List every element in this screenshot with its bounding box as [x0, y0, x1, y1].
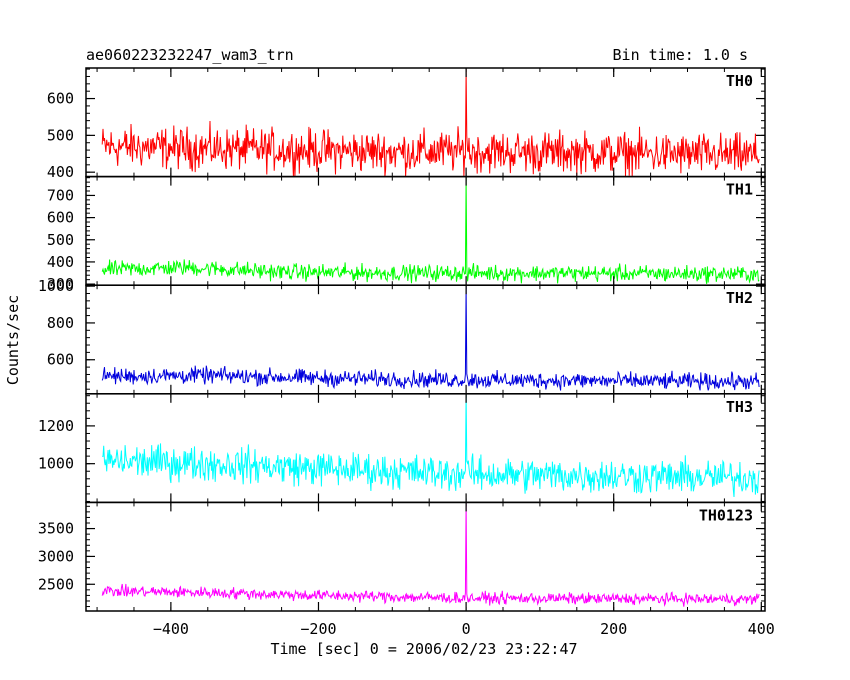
panel-th0: 400 500 600 TH0: [47, 67, 766, 181]
x-tick-label: 200: [600, 620, 627, 638]
y-tick-label: 1200: [38, 417, 74, 435]
y-tick-label: 300: [47, 275, 74, 293]
y-tick-label: 600: [47, 209, 74, 227]
y-tick-label: 400: [47, 253, 74, 271]
x-tick-label: −200: [300, 620, 336, 638]
series-line-th0: [101, 69, 760, 177]
panel-th1: 300 400 500 600 700 TH1: [47, 175, 766, 293]
panel-th2: 600 800 1000 TH2: [38, 277, 766, 395]
y-tick-label: 600: [47, 90, 74, 108]
y-tick-label: 2500: [38, 575, 74, 593]
panels: 400 500 600 TH0 300 400 500 600 700 TH1 600 800 1000…: [38, 67, 775, 638]
y-tick-label: 800: [47, 314, 74, 332]
y-axis-label: Counts/sec: [4, 295, 22, 385]
panel-frame: [85, 501, 766, 612]
y-tick-label: 3000: [38, 547, 74, 565]
y-tick-label: 500: [47, 126, 74, 144]
panel-frame: [85, 393, 766, 504]
panel-th0123: 2500 3000 3500 TH0123: [38, 501, 766, 612]
y-tick-label: 400: [47, 163, 74, 181]
bin-time-label: Bin time: 1.0 s: [613, 46, 748, 64]
y-tick-label: 3500: [38, 520, 74, 538]
x-tick-label: 400: [748, 620, 775, 638]
y-tick-label: 1000: [38, 455, 74, 473]
panel-frame: [85, 67, 766, 178]
y-tick-label: 600: [47, 351, 74, 369]
y-tick-label: 500: [47, 231, 74, 249]
panel-label-th0: TH0: [726, 72, 753, 90]
series-line-th3: [102, 393, 760, 498]
panel-label-th2: TH2: [726, 289, 753, 307]
panel-label-th1: TH1: [726, 181, 753, 199]
y-tick-label: 700: [47, 186, 74, 204]
series-line-th0123: [101, 502, 760, 608]
x-tick-label: 0: [462, 620, 471, 638]
series-line-th2: [101, 285, 760, 391]
x-tick-label: −400: [153, 620, 189, 638]
y-tick-label: 1000: [38, 277, 74, 295]
panel-th3: 1000 1200 TH3: [38, 393, 766, 504]
series-line-th1: [101, 176, 760, 284]
chart-title: ae060223232247_wam3_trn: [86, 46, 294, 64]
panel-label-th0123: TH0123: [699, 506, 753, 524]
x-axis-label: Time [sec] 0 = 2006/02/23 23:22:47: [270, 640, 577, 658]
panel-label-th3: TH3: [726, 398, 753, 416]
